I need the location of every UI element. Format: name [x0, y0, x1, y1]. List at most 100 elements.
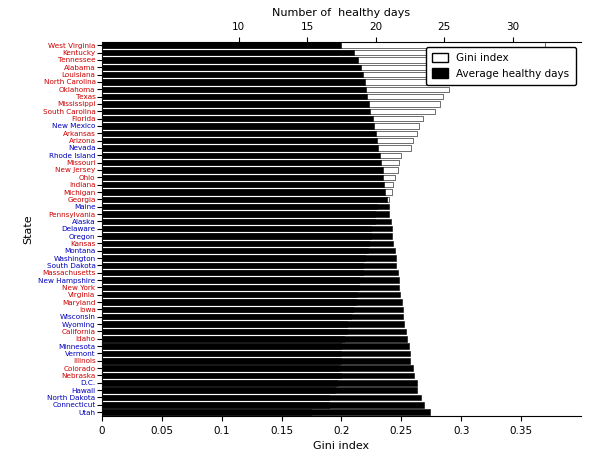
Bar [102, 233, 371, 239]
Bar [102, 175, 395, 180]
Bar [102, 314, 351, 320]
X-axis label: Number of  healthy days: Number of healthy days [273, 8, 410, 18]
Bar [102, 138, 377, 143]
Bar [102, 197, 389, 202]
Bar [102, 402, 423, 407]
Bar [102, 152, 380, 158]
Bar [102, 109, 370, 114]
Bar [102, 189, 385, 195]
Bar [102, 292, 357, 298]
Bar [102, 402, 329, 407]
Bar [102, 57, 479, 63]
Bar [102, 328, 347, 334]
Bar [102, 380, 417, 385]
Bar [102, 65, 471, 70]
Bar [102, 351, 341, 356]
Bar [102, 409, 431, 415]
Bar [102, 57, 358, 63]
Bar [102, 409, 311, 415]
Bar [102, 322, 347, 327]
Bar [102, 292, 400, 298]
Bar [102, 43, 545, 48]
Bar [102, 167, 398, 173]
Bar [102, 50, 497, 55]
Bar [102, 277, 359, 283]
Bar [102, 131, 417, 136]
Bar [102, 373, 341, 378]
Bar [102, 204, 389, 209]
Bar [102, 255, 365, 261]
Bar [102, 226, 392, 231]
Bar [102, 285, 399, 290]
Bar [102, 101, 369, 107]
Bar [102, 241, 369, 246]
Bar [102, 116, 373, 122]
Bar [102, 395, 329, 400]
Bar [102, 43, 341, 48]
Bar [102, 277, 399, 283]
Y-axis label: State: State [23, 214, 33, 243]
Bar [102, 233, 392, 239]
Bar [102, 285, 359, 290]
Bar [102, 395, 421, 400]
Bar [102, 86, 449, 92]
Bar [102, 314, 403, 320]
Bar [102, 343, 341, 349]
Bar [102, 255, 396, 261]
Bar [102, 387, 335, 393]
Bar [102, 380, 337, 385]
Bar [102, 387, 417, 393]
X-axis label: Gini index: Gini index [313, 441, 370, 451]
Bar [102, 365, 339, 371]
Bar [102, 248, 368, 254]
Bar [102, 123, 374, 129]
Legend: Gini index, Average healthy days: Gini index, Average healthy days [426, 47, 576, 85]
Bar [102, 299, 356, 305]
Bar [102, 211, 375, 217]
Bar [102, 343, 409, 349]
Bar [102, 211, 389, 217]
Bar [102, 351, 410, 356]
Bar [102, 182, 384, 188]
Bar [102, 160, 381, 165]
Bar [102, 79, 365, 85]
Bar [102, 219, 391, 224]
Bar [102, 145, 379, 151]
Bar [102, 116, 423, 122]
Bar [102, 219, 375, 224]
Bar [102, 365, 413, 371]
Bar [102, 204, 377, 209]
Bar [102, 328, 406, 334]
Bar [102, 123, 419, 129]
Bar [102, 138, 413, 143]
Bar [102, 72, 364, 77]
Bar [102, 101, 440, 107]
Bar [102, 160, 399, 165]
Bar [102, 197, 386, 202]
Bar [102, 322, 404, 327]
Bar [102, 226, 371, 231]
Bar [102, 131, 376, 136]
Bar [102, 94, 443, 99]
Bar [102, 336, 407, 341]
Bar [102, 189, 392, 195]
Bar [102, 109, 435, 114]
Bar [102, 270, 398, 275]
Bar [102, 182, 393, 188]
Bar [102, 358, 410, 364]
Bar [102, 167, 383, 173]
Bar [102, 94, 367, 99]
Bar [102, 241, 394, 246]
Bar [102, 307, 403, 312]
Bar [102, 86, 366, 92]
Bar [102, 270, 363, 275]
Bar [102, 262, 396, 268]
Bar [102, 373, 414, 378]
Bar [102, 175, 383, 180]
Bar [102, 72, 461, 77]
Bar [102, 65, 361, 70]
Bar [102, 145, 411, 151]
Bar [102, 336, 344, 341]
Bar [102, 262, 363, 268]
Bar [102, 299, 402, 305]
